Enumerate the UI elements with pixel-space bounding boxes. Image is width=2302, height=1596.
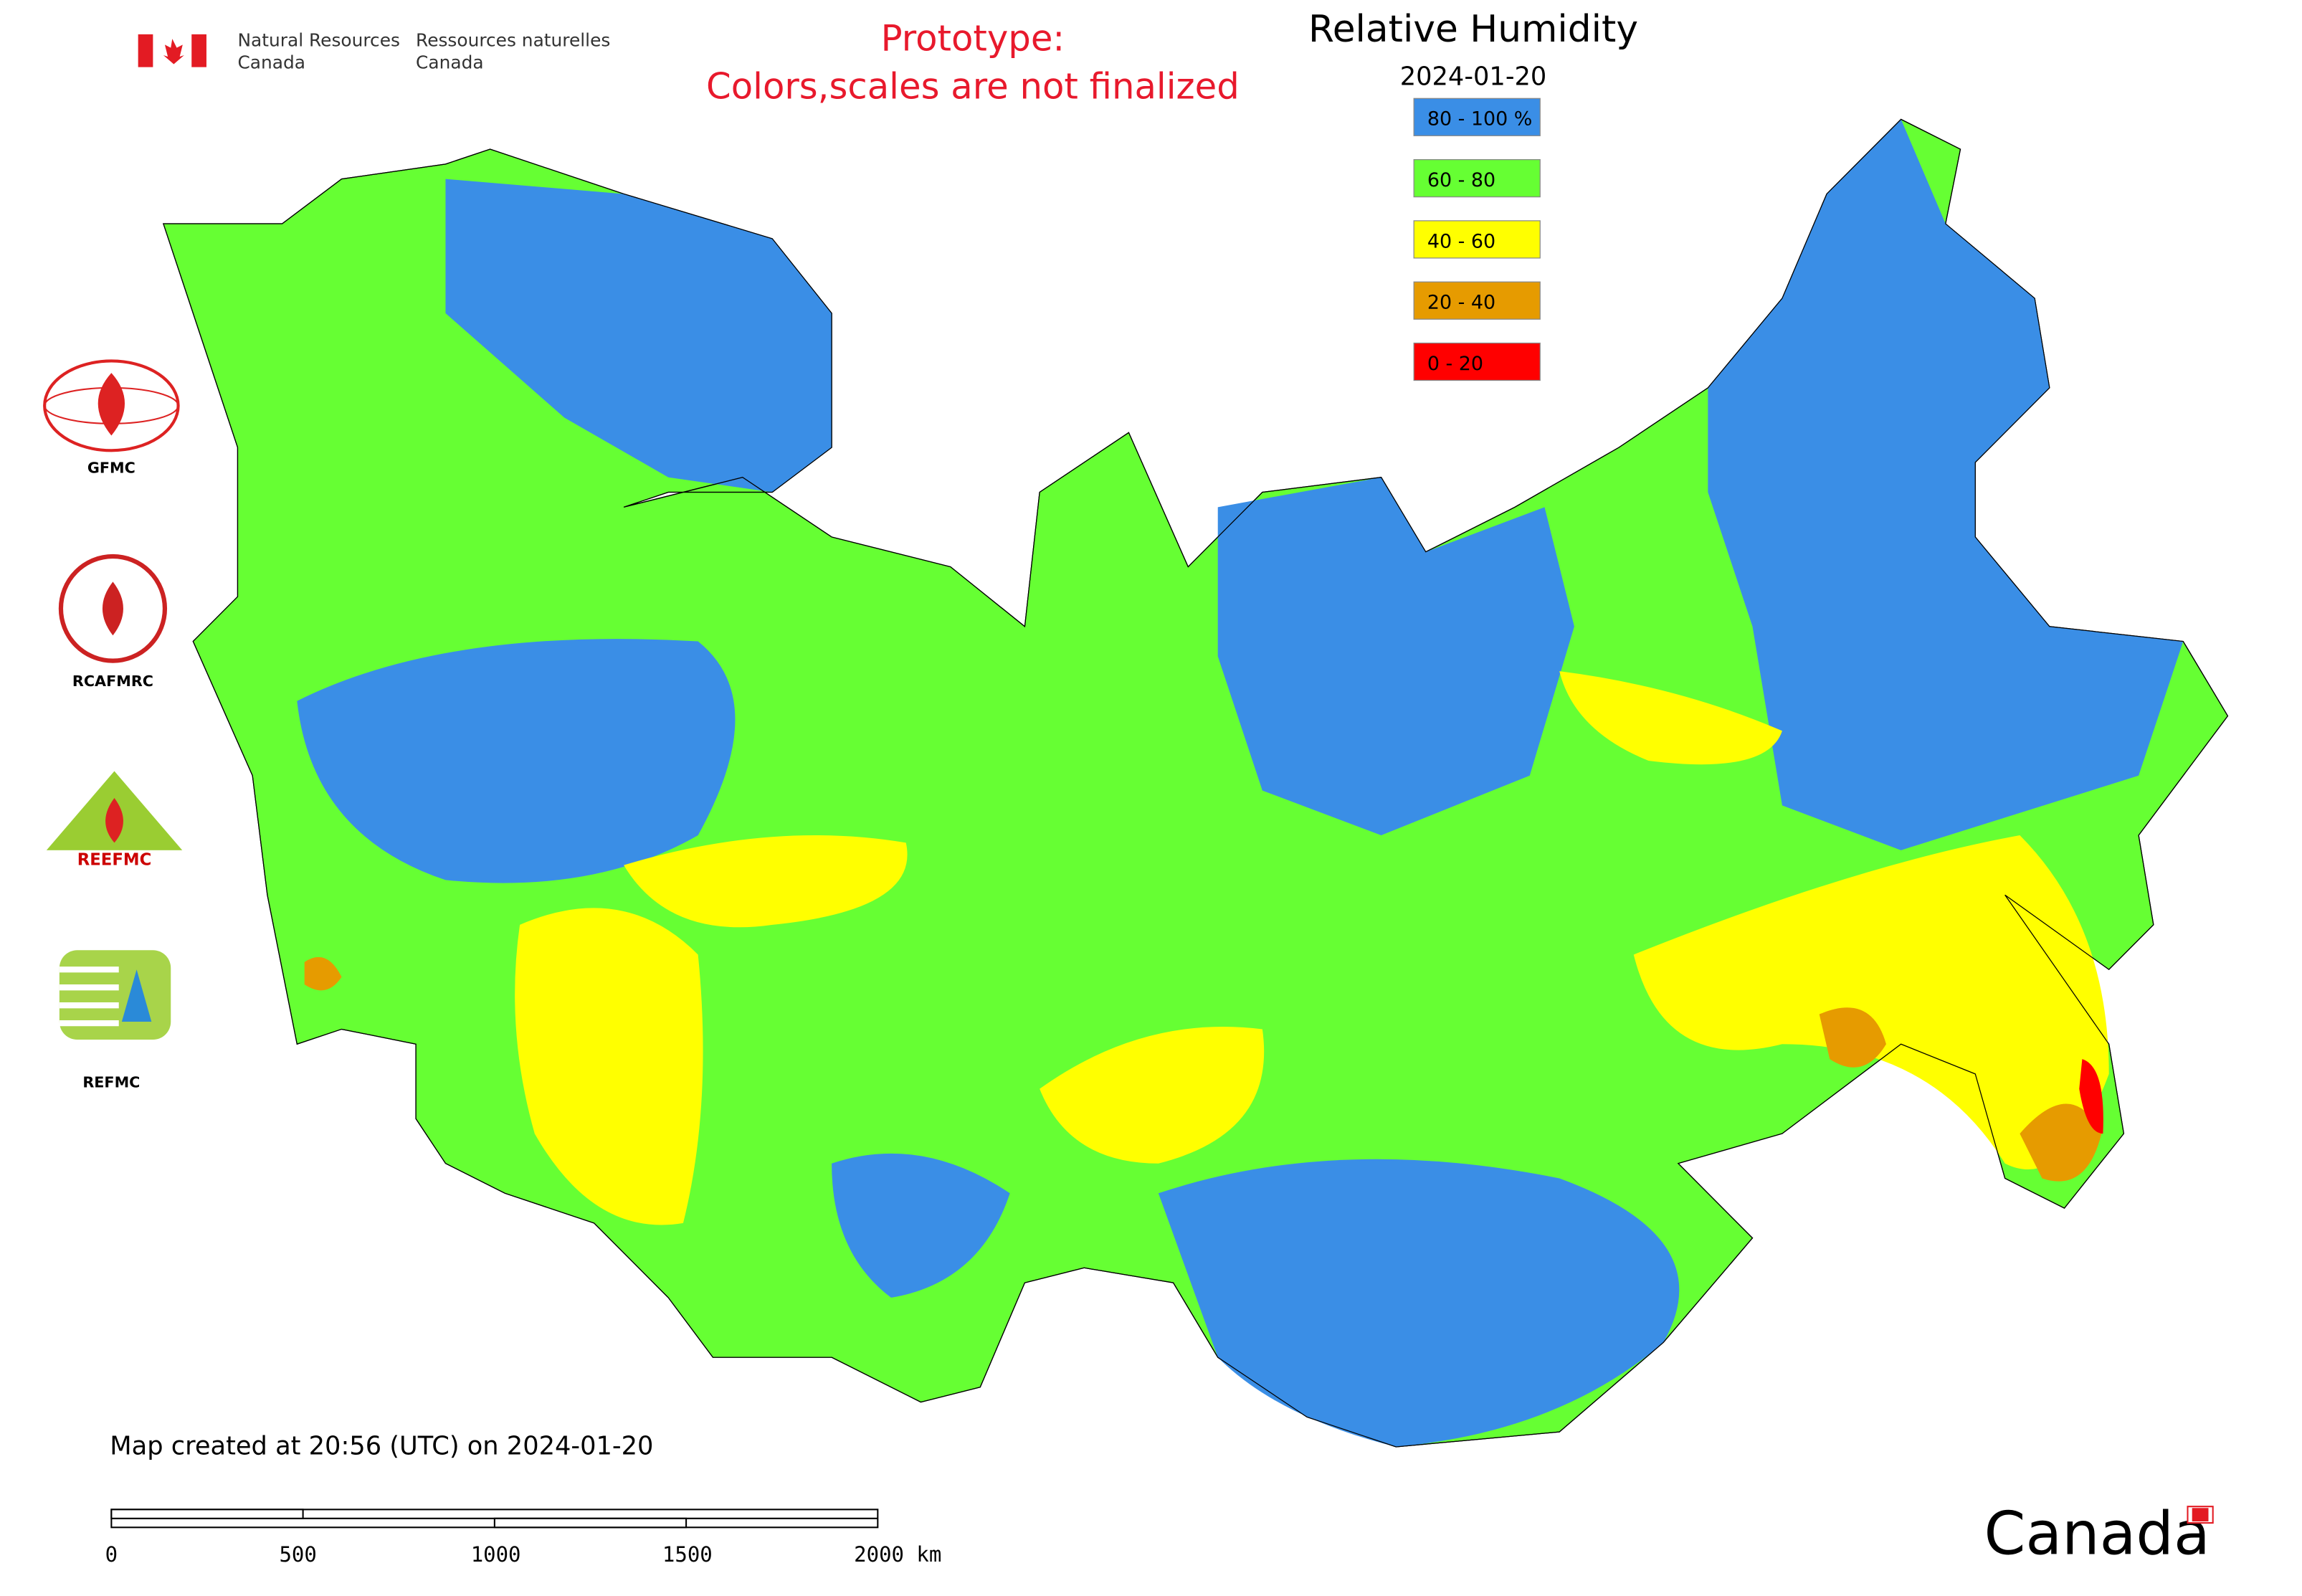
notice: Colors,scales are not finalized — [706, 65, 1240, 107]
scale-label: 2000 km — [854, 1542, 941, 1567]
gov-identifier: Natural Resources Canada Ressources natu… — [138, 29, 610, 73]
legend-label: 40 - 60 — [1427, 230, 1495, 252]
legend-title: Relative Humidity — [1308, 8, 1638, 51]
agency-en: Natural Resources — [237, 29, 400, 50]
legend-label: 0 - 20 — [1427, 353, 1483, 375]
humidity-zone — [2020, 1103, 2102, 1182]
logo-label: REEFMC — [77, 851, 152, 870]
legend: 80 - 100 % 60 - 80 40 - 60 20 - 40 0 - 20 — [1413, 98, 1541, 381]
scale-label: 1000 — [471, 1542, 521, 1567]
canada-wordmark: Canada — [1984, 1499, 2210, 1569]
legend-swatch — [1413, 342, 1541, 381]
scale-label: 0 — [105, 1542, 118, 1567]
agency-fr: Ressources naturelles — [416, 29, 610, 50]
legend-label: 80 - 100 % — [1427, 108, 1533, 130]
legend-swatch — [1413, 158, 1541, 198]
logo-label: RCAFMRC — [72, 673, 153, 690]
logo-label: GFMC — [87, 459, 135, 476]
scale-label: 500 — [279, 1542, 316, 1567]
agency-en: Canada — [237, 52, 305, 73]
logo-label: REFMC — [82, 1074, 140, 1091]
side-logos: GFMC RCAFMRC REEFMC REFMC — [39, 359, 189, 1091]
humidity-zone — [445, 179, 832, 493]
notice: Prototype: — [881, 18, 1065, 60]
humidity-zone — [304, 956, 342, 991]
agency-fr: Canada — [416, 52, 484, 73]
humidity-zone — [297, 639, 736, 883]
scale-bar: 0 500 1000 1500 2000 km — [105, 1509, 941, 1567]
humidity-zone — [515, 908, 703, 1225]
legend-date: 2024-01-20 — [1400, 62, 1547, 92]
legend-swatch — [1413, 98, 1541, 136]
humidity-zone — [1633, 835, 2109, 1170]
humidity-zone — [2079, 1059, 2103, 1134]
humidity-zone — [832, 1153, 1010, 1298]
created-note: Map created at 20:56 (UTC) on 2024-01-20 — [110, 1431, 653, 1460]
legend-swatch — [1413, 281, 1541, 320]
legend-label: 60 - 80 — [1427, 169, 1495, 191]
humidity-zone — [624, 835, 908, 928]
land-outline — [163, 118, 2229, 1448]
humidity-zone — [1559, 671, 1782, 765]
humidity-zone — [1040, 1026, 1265, 1164]
scale-label: 1500 — [662, 1542, 713, 1567]
humidity-zone — [1819, 1007, 1886, 1068]
humidity-map — [163, 118, 2229, 1448]
legend-swatch — [1413, 220, 1541, 259]
humidity-zone — [1158, 1159, 1680, 1447]
legend-label: 20 - 40 — [1427, 292, 1495, 314]
humidity-zone — [1708, 119, 2184, 850]
humidity-zone — [1217, 477, 1574, 836]
